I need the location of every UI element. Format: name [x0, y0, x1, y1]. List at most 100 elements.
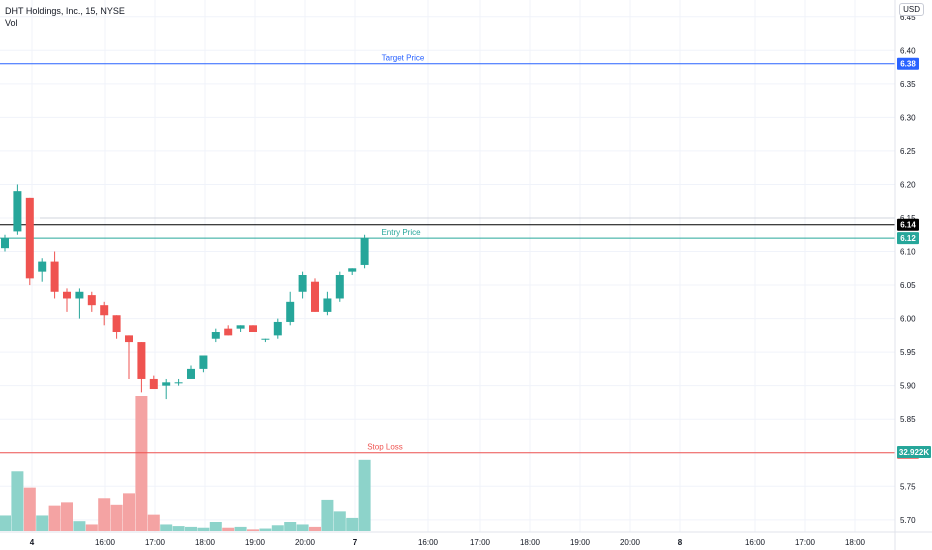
volume-bar: [61, 502, 73, 531]
volume-bar: [271, 525, 284, 531]
candle-body: [286, 301, 295, 322]
volume-bar: [234, 526, 247, 531]
symbol-title[interactable]: DHT Holdings, Inc., 15, NYSE: [5, 6, 125, 16]
volume-bars: [0, 396, 371, 531]
time-tick-label: 16:00: [418, 538, 439, 547]
volume-bar: [110, 504, 123, 531]
volume-bar: [259, 528, 272, 531]
volume-bar: [172, 526, 185, 531]
time-tick-label: 18:00: [520, 538, 541, 547]
candle-body: [174, 382, 183, 384]
candle-body: [261, 338, 270, 340]
volume-bar: [296, 524, 309, 531]
time-tick-label: 17:00: [145, 538, 166, 547]
candle-body: [323, 298, 332, 312]
volume-badge: [897, 446, 931, 458]
candle-body: [211, 332, 220, 339]
price-tick-label: 6.30: [900, 113, 916, 122]
price-badge: [897, 57, 919, 70]
time-tick-label: 17:00: [795, 538, 816, 547]
price-tick-label: 6.25: [900, 147, 916, 156]
candle-body: [335, 275, 344, 299]
volume-bar: [346, 517, 359, 531]
candle-body: [348, 268, 357, 272]
price-tick-label: 6.35: [900, 80, 916, 89]
price-badge-label: 6.38: [900, 60, 916, 69]
volume-bar: [123, 493, 135, 531]
candle-body: [13, 191, 22, 232]
volume-bar: [98, 498, 111, 531]
price-tick-label: 6.05: [900, 281, 916, 290]
volume-bar: [36, 515, 49, 531]
candle-body: [273, 321, 282, 336]
time-tick-label: 20:00: [295, 538, 316, 547]
price-tick-label: 5.90: [900, 382, 916, 391]
volume-bar: [247, 529, 259, 531]
candle-body: [298, 275, 307, 292]
time-tick-label: 7: [353, 538, 358, 547]
volume-bar: [73, 521, 86, 531]
volume-bar: [85, 524, 98, 531]
candle-body: [75, 291, 84, 299]
volume-bar: [185, 526, 197, 531]
candle-body: [50, 261, 59, 292]
volume-bar: [333, 511, 346, 531]
price-tick-label: 5.85: [900, 415, 916, 424]
volume-bar: [147, 514, 160, 531]
price-tick-label: 6.15: [900, 214, 916, 223]
volume-bar: [48, 505, 61, 531]
volume-bar: [23, 487, 36, 531]
time-tick-label: 20:00: [620, 538, 641, 547]
grid: [0, 0, 895, 532]
price-line-label: Entry Price: [381, 228, 421, 237]
candle-body: [360, 238, 369, 265]
volume-bar: [197, 527, 210, 531]
price-axis[interactable]: 6.45 6.40 6.35 6.30 6.25 6.20 6.15 6.10 6.05 6.00…: [894, 0, 916, 550]
volume-indicator-label[interactable]: Vol: [5, 18, 18, 28]
price-badges: 6.386.126.145.8032.922K: [897, 57, 931, 459]
price-tick-label: 6.45: [900, 13, 916, 22]
volume-bar: [309, 526, 321, 531]
candle-body: [38, 261, 47, 272]
candles: [1, 184, 369, 400]
time-tick-label: 19:00: [570, 538, 591, 547]
price-tick-label: 5.95: [900, 348, 916, 357]
price-badge-label: 6.14: [900, 221, 916, 230]
candle-body: [25, 197, 34, 279]
candle-body: [311, 281, 319, 312]
candle-body: [112, 315, 121, 333]
time-tick-label: 17:00: [470, 538, 491, 547]
candle-body: [137, 342, 146, 379]
price-tick-label: 6.00: [900, 315, 916, 324]
candle-body: [162, 382, 171, 386]
candle-body: [1, 238, 9, 249]
time-tick-label: 8: [678, 538, 683, 547]
price-tick-label: 5.75: [900, 482, 916, 491]
candle-body: [87, 295, 96, 306]
price-tick-label: 6.40: [900, 46, 916, 55]
volume-bar: [11, 471, 24, 531]
volume-bar: [160, 524, 173, 531]
candle-body: [63, 291, 71, 299]
price-line-label: Stop Loss: [367, 443, 403, 452]
price-badge: [897, 232, 919, 245]
volume-bar: [135, 396, 148, 531]
chart-legend: DHT Holdings, Inc., 15, NYSE Vol: [5, 5, 125, 29]
candle-body: [125, 335, 133, 343]
time-axis[interactable]: 4 16:00 17:00 18:00 19:00 20:00 7 16:00 17:00 18:…: [0, 531, 932, 547]
price-line-label: Target Price: [382, 54, 425, 63]
time-tick-label: 18:00: [845, 538, 866, 547]
time-tick-label: 16:00: [745, 538, 766, 547]
time-tick-label: 4: [30, 538, 35, 547]
price-lines: Target Price Entry Price Stop Loss: [0, 54, 895, 454]
time-tick-label: 16:00: [95, 538, 116, 547]
price-badge-label: 6.12: [900, 234, 916, 243]
volume-bar: [284, 522, 297, 531]
time-tick-label: 18:00: [195, 538, 216, 547]
price-tick-label: 6.10: [900, 248, 916, 257]
candle-body: [100, 305, 109, 316]
price-badge: [897, 218, 919, 231]
currency-button[interactable]: USD: [899, 3, 924, 16]
volume-bar: [321, 499, 334, 531]
